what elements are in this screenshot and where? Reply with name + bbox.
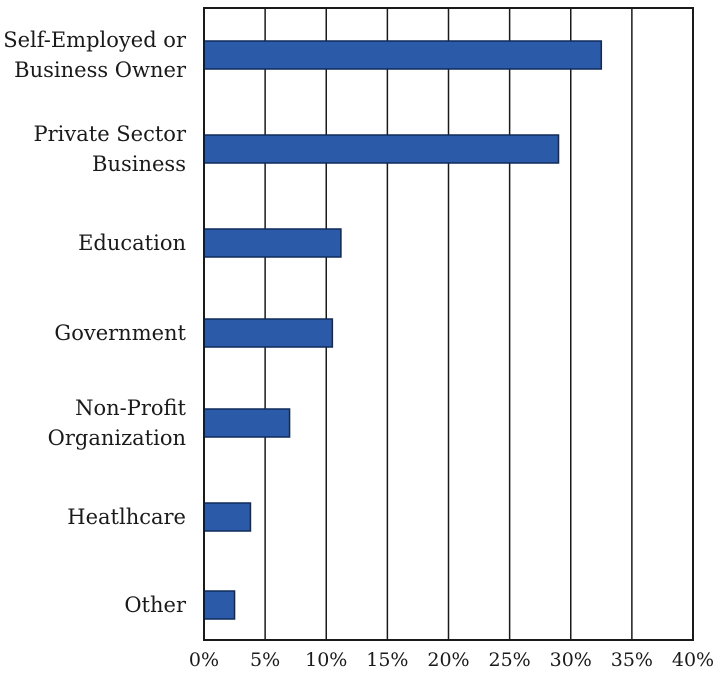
x-tick-label-35: 35% — [611, 649, 653, 671]
category-label-1-line-0: Private Sector — [33, 122, 186, 146]
category-label-3: Government — [54, 321, 186, 345]
plot-frame — [203, 7, 694, 641]
category-label-4-line-1: Organization — [48, 426, 186, 450]
x-tick-label-5: 5% — [250, 649, 280, 671]
bar-4 — [203, 408, 291, 438]
bars — [203, 40, 603, 620]
category-label-6: Other — [124, 593, 187, 617]
x-tick-label-25: 25% — [489, 649, 531, 671]
bar-0 — [203, 40, 603, 70]
bar-1 — [203, 134, 560, 164]
bar-5 — [203, 502, 252, 532]
x-tick-label-30: 30% — [550, 649, 592, 671]
x-tick-label-20: 20% — [427, 649, 469, 671]
category-label-0-line-1: Business Owner — [14, 58, 187, 82]
category-label-1-line-1: Business — [92, 152, 186, 176]
x-tick-label-15: 15% — [366, 649, 408, 671]
category-label-2: Education — [78, 231, 186, 255]
x-tick-labels: 0% 5% 10% 15% 20% 25% 30% 35% 40% — [189, 649, 714, 671]
bar-6 — [203, 590, 236, 620]
bar-3 — [203, 318, 334, 348]
gridlines — [264, 8, 633, 640]
category-label-5: Heatlhcare — [67, 505, 186, 529]
category-labels: Self-Employed or Business Owner Private Se… — [3, 28, 187, 617]
category-label-4-line-0: Non-Profit — [75, 396, 186, 420]
x-tick-label-0: 0% — [189, 649, 219, 671]
bar-2 — [203, 228, 342, 258]
category-label-0-line-0: Self-Employed or — [3, 28, 187, 52]
x-tick-label-40: 40% — [672, 649, 714, 671]
x-tick-label-10: 10% — [305, 649, 347, 671]
